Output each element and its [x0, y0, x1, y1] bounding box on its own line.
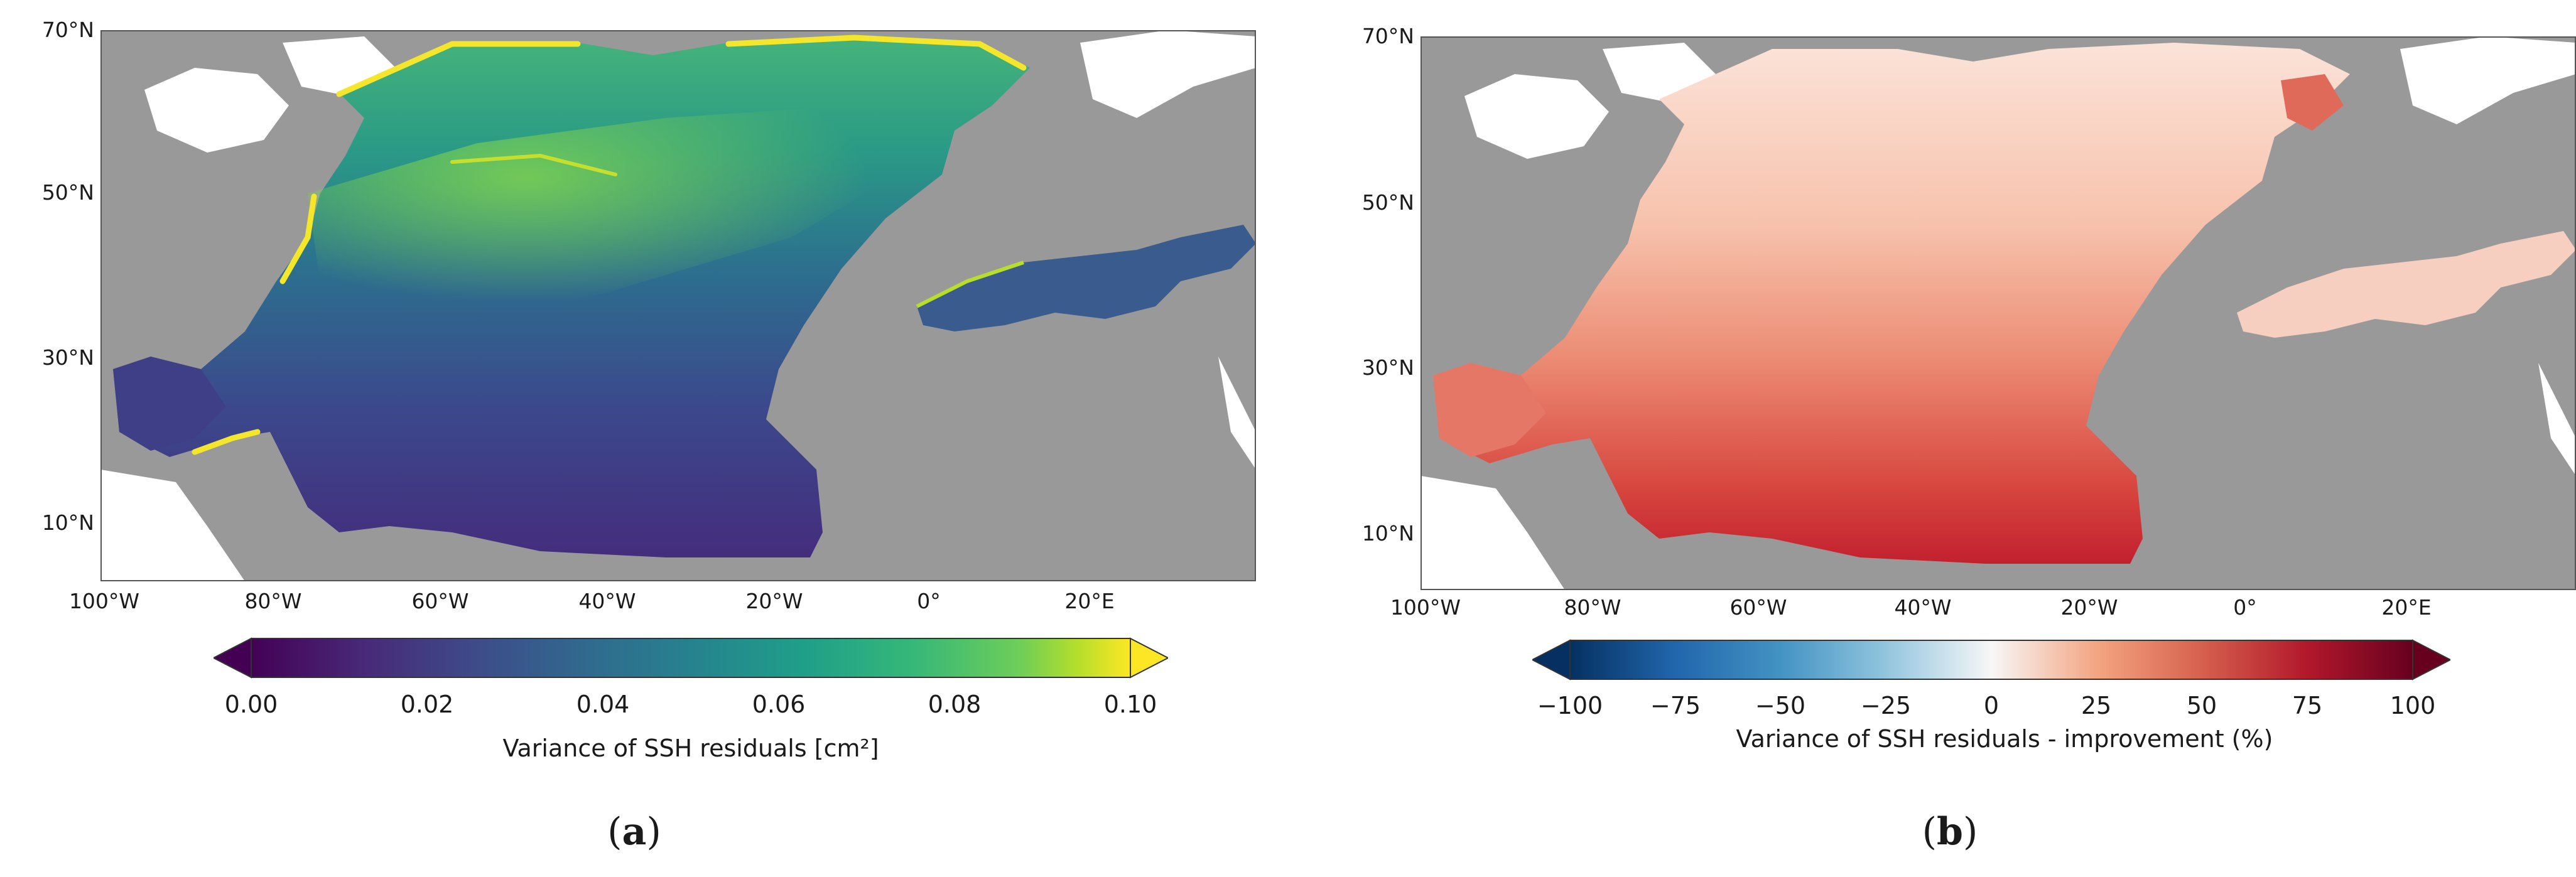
colorbar-b [1532, 639, 2450, 681]
colorbar-b-extend-low [1532, 639, 1571, 681]
cb-a-tick-2: 0.04 [576, 691, 630, 718]
mediterranean-edge [916, 261, 1024, 308]
gulf-of-mexico [1433, 363, 1546, 457]
lat-label-50n: 50°N [41, 180, 94, 205]
colorbar-a-label: Variance of SSH residuals [cm²] [502, 734, 879, 762]
cb-a-tick-4: 0.08 [928, 691, 982, 718]
cb-a-tick-3: 0.06 [752, 691, 806, 718]
cb-b-tick-4: 0 [1983, 692, 2000, 719]
panel-a-letter: a [622, 810, 647, 854]
map-b [1421, 36, 2576, 590]
lat-label-30n: 30°N [41, 345, 94, 370]
north-atlantic-ocean [1433, 43, 2350, 564]
lon-label-60w: 60°W [411, 589, 469, 613]
cb-b-tick-6: 50 [2186, 692, 2217, 719]
cb-a-tick-5: 0.10 [1103, 691, 1157, 718]
baltic-region [2281, 74, 2344, 131]
mediterranean-sea [2237, 231, 2576, 338]
cb-b-tick-2: −50 [1755, 692, 1806, 719]
lon-label-20w: 20°W [2060, 595, 2118, 620]
mediterranean-sea [917, 225, 1256, 331]
lat-label-70n: 70°N [41, 18, 94, 42]
lon-label-0: 0° [2233, 595, 2257, 620]
lat-label-30n: 30°N [1361, 355, 1414, 380]
lon-label-20e: 20°E [2381, 595, 2432, 620]
panel-b-caption: (b) [1922, 810, 1978, 854]
lon-label-20e: 20°E [1064, 589, 1115, 613]
colorbar-a-extend-high [1130, 637, 1168, 679]
lat-label-10n: 10°N [1361, 521, 1414, 546]
map-frame [100, 30, 1256, 581]
lat-label-70n: 70°N [1361, 24, 1414, 48]
colorbar-b-extend-high [2412, 639, 2450, 681]
colorbar-a-extend-low [214, 637, 252, 679]
lon-label-80w: 80°W [244, 589, 302, 613]
lon-label-60w: 60°W [1729, 595, 1787, 620]
cb-b-tick-3: −25 [1860, 692, 1912, 719]
cb-b-tick-7: 75 [2292, 692, 2323, 719]
panel-b-letter: b [1937, 810, 1963, 854]
lon-label-100w: 100°W [1390, 595, 1461, 620]
cb-b-tick-5: 25 [2081, 692, 2112, 719]
panel-a-caption: (a) [607, 810, 661, 854]
lat-label-10n: 10°N [41, 510, 94, 535]
cb-b-tick-1: −75 [1650, 692, 1701, 719]
cb-a-tick-1: 0.02 [400, 691, 454, 718]
lat-label-50n: 50°N [1361, 190, 1414, 215]
colorbar-b-bar [1569, 640, 2413, 680]
colorbar-a [214, 637, 1168, 679]
unmapped-regions [1421, 36, 2576, 590]
lon-label-80w: 80°W [1564, 595, 1621, 620]
lon-label-0: 0° [917, 589, 941, 613]
high-variance-edges [192, 35, 1027, 455]
map-a [100, 30, 1256, 581]
map-frame [1421, 36, 2576, 590]
cb-b-tick-8: 100 [2389, 692, 2436, 719]
colorbar-a-bar [251, 638, 1131, 678]
cb-a-tick-0: 0.00 [224, 691, 278, 718]
gulf-of-mexico [113, 357, 226, 451]
lon-label-40w: 40°W [578, 589, 636, 613]
lon-label-40w: 40°W [1894, 595, 1952, 620]
cb-b-tick-0: −100 [1537, 692, 1603, 719]
lon-label-100w: 100°W [68, 589, 140, 613]
lon-label-20w: 20°W [745, 589, 803, 613]
colorbar-b-label: Variance of SSH residuals - improvement … [1736, 725, 2273, 753]
